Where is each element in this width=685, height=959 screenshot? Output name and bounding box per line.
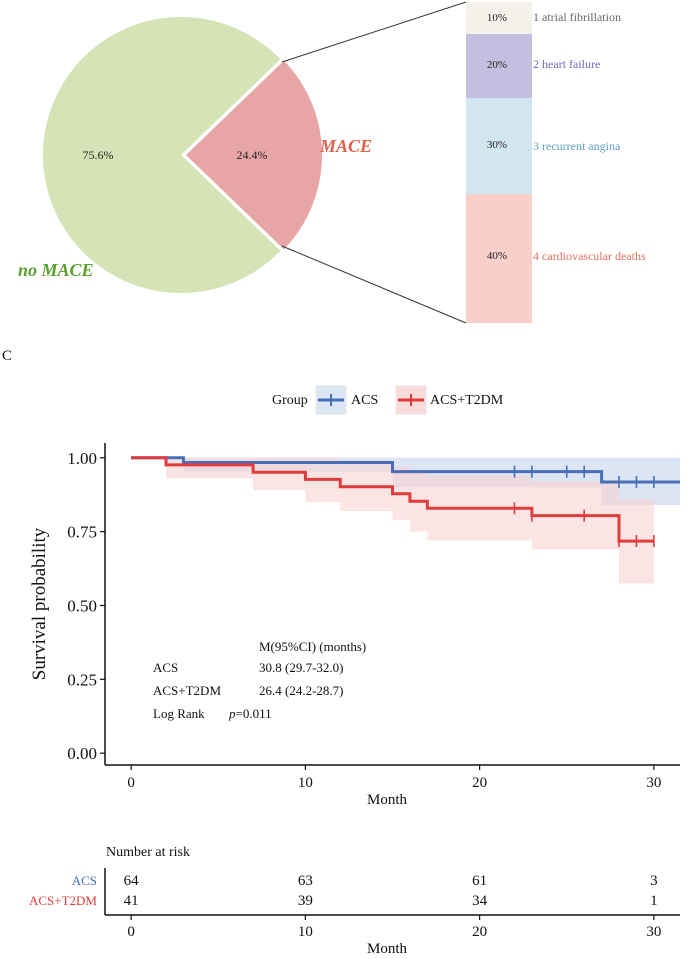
risk-table-title: Number at risk: [106, 845, 190, 860]
pie-panel: 75.6% 24.4% no MACE MACE 10% 20% 30% 40%…: [18, 1, 646, 324]
stats-p-number: =0.011: [236, 706, 272, 721]
x-axis-label: Month: [367, 792, 408, 808]
x-tick-label-3: 30: [646, 775, 661, 791]
risk-x-tick-label-3: 30: [646, 924, 661, 940]
y-tick-label-4: 1.00: [67, 449, 97, 468]
y-tick-label-2: 0.50: [67, 596, 97, 615]
connector-bottom: [281, 245, 467, 324]
bar-value-recurrent-angina: 30%: [487, 139, 507, 151]
risk-table: Number at risk ACS ACS+T2DM 64 63 61 341 39 3…: [29, 845, 680, 957]
pie-label-mace: MACE: [319, 136, 372, 156]
risk-cell-1-2: 34: [472, 893, 488, 909]
risk-cell-0-2: 61: [472, 873, 487, 889]
risk-row-label-acs: ACS: [72, 873, 97, 888]
confidence-band-1: [131, 457, 654, 584]
risk-x-tick-label-2: 20: [472, 924, 487, 940]
bar-label-recurrent-angina: 3 recurrent angina: [533, 139, 621, 153]
km-plot: 0.00 0.25 0.50 0.75 1.00 0 10 20 30 Survival pr…: [29, 443, 681, 808]
pie-slice-mace: [186, 60, 322, 250]
bar-label-atrial-fibrillation: 1 atrial fibrillation: [533, 10, 621, 24]
y-tick-label-3: 0.75: [67, 523, 97, 542]
bar-segment-heart-failure: [466, 34, 532, 98]
risk-cell-1-1: 39: [298, 893, 313, 909]
censor-marks: [513, 465, 655, 548]
bar-label-heart-failure: 2 heart failure: [533, 57, 600, 71]
bar-value-atrial-fibrillation: 10%: [487, 12, 507, 24]
stats-header: M(95%CI) (months): [259, 639, 366, 654]
bar-segment-cardiovascular-deaths: [466, 194, 532, 323]
stats-value-acs: 30.8 (29.7-32.0): [259, 660, 344, 675]
y-tick-label-0: 0.00: [67, 744, 97, 763]
bar-label-cardiovascular-deaths: 4 cardiovascular deaths: [533, 249, 646, 263]
stats-label-acs: ACS: [153, 660, 178, 675]
legend-title: Group: [272, 393, 308, 408]
pie-label-no-mace: no MACE: [18, 260, 94, 280]
risk-x-tick-label-0: 0: [127, 924, 135, 940]
bar-value-heart-failure: 20%: [487, 59, 507, 71]
y-tick-label-1: 0.25: [67, 670, 97, 689]
risk-cell-0-0: 64: [124, 873, 140, 889]
risk-row-label-acs-t2dm: ACS+T2DM: [29, 893, 97, 908]
panel-label: C: [2, 348, 12, 364]
legend-label-acs-t2dm: ACS+T2DM: [430, 393, 504, 408]
risk-cell-1-3: 1: [650, 893, 658, 909]
stats-test-label: Log Rank: [153, 706, 205, 721]
risk-cells: 64 63 61 341 39 34 1: [124, 873, 658, 909]
x-tick-label-2: 20: [472, 775, 487, 791]
stats-p-value: p=0.011: [228, 706, 272, 721]
risk-cell-1-0: 41: [124, 893, 139, 909]
risk-x-axis-label: Month: [367, 941, 408, 957]
stats-label-acs-t2dm: ACS+T2DM: [153, 683, 221, 698]
pie-value-mace: 24.4%: [237, 148, 268, 162]
bar-segment-atrial-fibrillation: [466, 2, 532, 34]
stats-value-acs-t2dm: 26.4 (24.2-28.7): [259, 683, 344, 698]
risk-x-ticks: 0 10 20 30: [127, 915, 661, 940]
connector-top: [281, 1, 467, 63]
x-tick-label-1: 10: [298, 775, 313, 791]
legend-label-acs: ACS: [351, 393, 378, 408]
risk-cell-0-3: 3: [650, 873, 658, 889]
y-axis-label: Survival probability: [29, 527, 50, 680]
risk-x-tick-label-1: 10: [298, 924, 313, 940]
pie-slice-no-mace: [43, 17, 281, 294]
stats-annotation: M(95%CI) (months) ACS 30.8 (29.7-32.0) A…: [153, 639, 366, 721]
bar-segment-recurrent-angina: [466, 98, 532, 194]
x-ticks: 0 10 20 30: [127, 765, 661, 791]
stats-p-symbol: p: [228, 706, 236, 721]
y-ticks: 0.00 0.25 0.50 0.75 1.00: [67, 449, 105, 763]
risk-cell-0-1: 63: [298, 873, 313, 889]
pie-value-no-mace: 75.6%: [83, 148, 114, 162]
x-tick-label-0: 0: [127, 775, 135, 791]
bar-value-cardiovascular-deaths: 40%: [487, 250, 507, 262]
confidence-bands: [131, 457, 681, 584]
legend: Group ACS ACS+T2DM: [272, 385, 504, 415]
survival-curve-0: [131, 456, 680, 484]
